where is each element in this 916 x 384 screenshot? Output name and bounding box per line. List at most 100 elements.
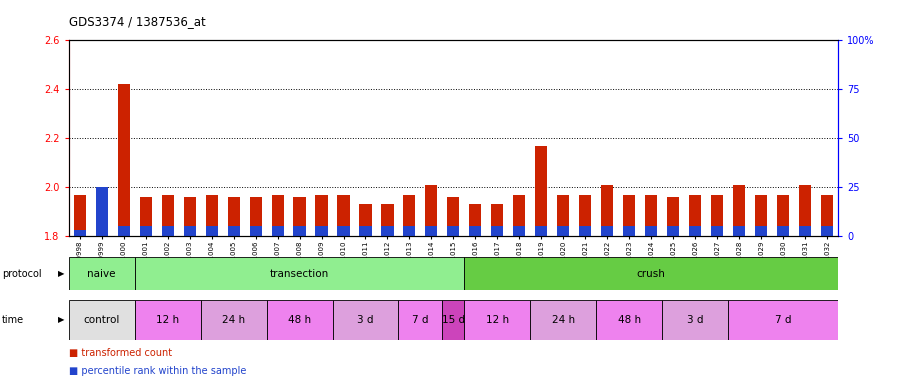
Text: 7 d: 7 d <box>412 314 429 325</box>
Bar <box>557 226 570 236</box>
Bar <box>689 195 702 236</box>
Bar <box>596 300 662 340</box>
Bar <box>667 226 680 236</box>
Bar <box>73 230 86 236</box>
Bar <box>579 195 592 236</box>
Bar <box>645 226 658 236</box>
Bar <box>117 226 130 236</box>
Bar <box>381 226 394 236</box>
Bar <box>733 185 746 236</box>
Bar <box>69 300 135 340</box>
Bar <box>117 84 130 236</box>
Bar <box>139 197 152 236</box>
Bar <box>469 204 482 236</box>
Bar <box>799 185 812 236</box>
Text: 48 h: 48 h <box>288 314 311 325</box>
Bar <box>513 226 526 236</box>
Bar <box>95 197 108 236</box>
Bar <box>337 195 350 236</box>
Bar <box>425 226 438 236</box>
Bar <box>821 226 834 236</box>
Bar <box>183 226 196 236</box>
Bar <box>161 226 174 236</box>
Bar <box>777 195 790 236</box>
Bar <box>201 300 267 340</box>
Bar <box>447 226 460 236</box>
Bar <box>205 226 218 236</box>
Bar <box>359 226 372 236</box>
Bar <box>535 226 548 236</box>
Bar <box>135 257 464 290</box>
Bar <box>662 300 728 340</box>
Bar <box>227 197 240 236</box>
Text: 12 h: 12 h <box>485 314 509 325</box>
Text: ▶: ▶ <box>58 315 64 324</box>
Bar <box>464 257 838 290</box>
Bar <box>183 197 196 236</box>
Bar <box>161 195 174 236</box>
Bar <box>398 300 442 340</box>
Bar <box>491 204 504 236</box>
Bar <box>403 195 416 236</box>
Text: 48 h: 48 h <box>617 314 641 325</box>
Bar <box>425 185 438 236</box>
Bar <box>689 226 702 236</box>
Bar <box>469 226 482 236</box>
Bar <box>135 300 201 340</box>
Bar <box>755 226 768 236</box>
Bar <box>249 197 262 236</box>
Text: 3 d: 3 d <box>687 314 703 325</box>
Bar <box>464 300 530 340</box>
Text: ■ transformed count: ■ transformed count <box>69 348 172 358</box>
Text: 15 d: 15 d <box>442 314 465 325</box>
Bar <box>95 187 108 236</box>
Bar <box>205 195 218 236</box>
Bar <box>755 195 768 236</box>
Bar <box>359 204 372 236</box>
Text: time: time <box>2 314 24 325</box>
Bar <box>442 300 464 340</box>
Bar <box>711 226 724 236</box>
Text: 3 d: 3 d <box>357 314 374 325</box>
Bar <box>293 197 306 236</box>
Bar <box>447 197 460 236</box>
Bar <box>711 195 724 236</box>
Text: naive: naive <box>87 268 116 279</box>
Bar <box>337 226 350 236</box>
Bar <box>315 226 328 236</box>
Bar <box>535 146 548 236</box>
Text: 12 h: 12 h <box>156 314 180 325</box>
Bar <box>227 226 240 236</box>
Bar <box>73 195 86 236</box>
Bar <box>623 195 636 236</box>
Bar <box>623 226 636 236</box>
Bar <box>799 226 812 236</box>
Bar <box>821 195 834 236</box>
Bar <box>491 226 504 236</box>
Text: protocol: protocol <box>2 268 41 279</box>
Bar <box>69 257 135 290</box>
Bar <box>557 195 570 236</box>
Bar <box>267 300 333 340</box>
Bar <box>733 226 746 236</box>
Bar <box>645 195 658 236</box>
Bar <box>271 195 284 236</box>
Bar <box>381 204 394 236</box>
Text: ▶: ▶ <box>58 269 64 278</box>
Bar <box>601 226 614 236</box>
Bar <box>579 226 592 236</box>
Text: 24 h: 24 h <box>551 314 575 325</box>
Bar <box>249 226 262 236</box>
Text: ■ percentile rank within the sample: ■ percentile rank within the sample <box>69 366 246 376</box>
Bar <box>601 185 614 236</box>
Bar <box>271 226 284 236</box>
Text: transection: transection <box>270 268 329 279</box>
Text: GDS3374 / 1387536_at: GDS3374 / 1387536_at <box>69 15 205 28</box>
Text: 7 d: 7 d <box>775 314 791 325</box>
Bar <box>293 226 306 236</box>
Bar <box>403 226 416 236</box>
Bar <box>315 195 328 236</box>
Bar <box>139 226 152 236</box>
Bar <box>530 300 596 340</box>
Text: crush: crush <box>637 268 666 279</box>
